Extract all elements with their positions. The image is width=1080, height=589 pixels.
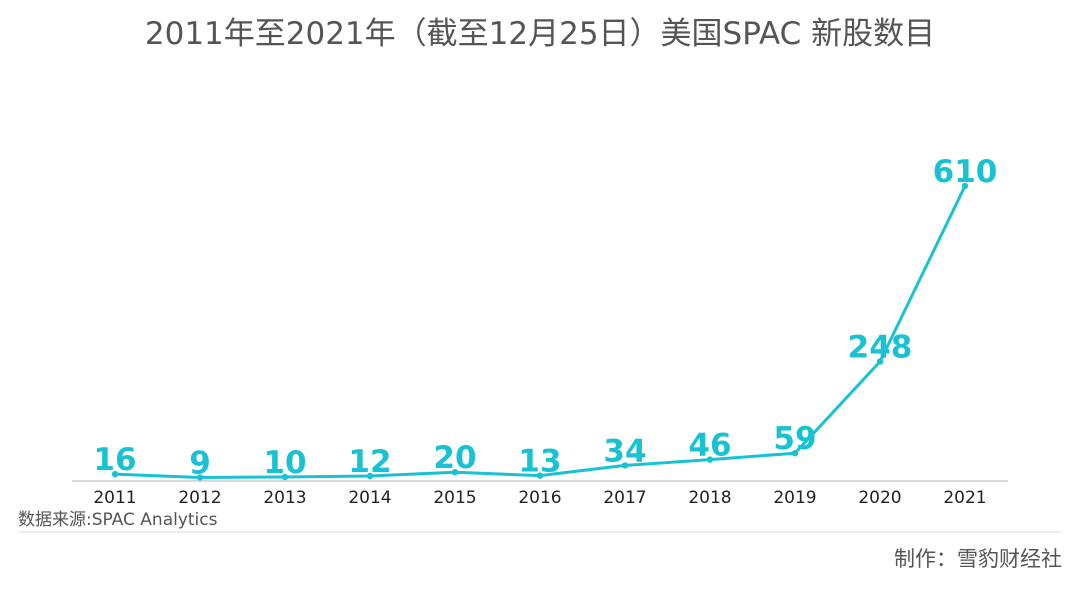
x-tick-label-2011: 2011 — [93, 488, 136, 508]
data-label-2012: 9 — [189, 446, 211, 482]
data-point-2019 — [791, 450, 799, 457]
data-point-2012 — [196, 474, 204, 481]
x-tick-label-2014: 2014 — [348, 488, 391, 508]
data-label-2019: 59 — [773, 421, 816, 457]
data-point-2018 — [706, 456, 714, 463]
x-tick-label-2017: 2017 — [603, 488, 646, 508]
data-label-2018: 46 — [688, 428, 731, 464]
x-tick-label-2013: 2013 — [263, 488, 306, 508]
x-tick-label-2012: 2012 — [178, 488, 221, 508]
data-label-2013: 10 — [263, 445, 306, 481]
data-point-2011 — [111, 470, 119, 478]
data-point-2017 — [621, 462, 629, 469]
data-point-2015 — [451, 469, 459, 476]
data-label-2015: 20 — [433, 440, 476, 476]
data-point-2013 — [281, 473, 289, 481]
data-point-2014 — [366, 472, 374, 480]
data-label-2016: 13 — [518, 444, 561, 480]
chart-title: 2011年至2021年（截至12月25日）美国SPAC 新股数目 — [145, 16, 935, 52]
x-tick-label-2015: 2015 — [433, 488, 476, 508]
data-point-2016 — [536, 472, 544, 479]
data-label-2011: 16 — [93, 442, 136, 478]
x-tick-label-2020: 2020 — [858, 488, 901, 508]
credit-note: 制作：雪豹财经社 — [894, 547, 1062, 571]
x-tick-label-2019: 2019 — [773, 488, 816, 508]
data-point-2021 — [961, 182, 969, 190]
data-label-2021: 610 — [933, 154, 998, 190]
data-point-2020 — [876, 358, 884, 365]
data-label-2020: 248 — [848, 330, 913, 366]
x-tick-label-2018: 2018 — [688, 488, 731, 508]
data-label-2014: 12 — [348, 444, 391, 480]
series-line — [113, 184, 967, 479]
x-tick-labels: 2011 2012 2013 2014 2015 2016 2017 2018 2019 2020… — [93, 488, 986, 508]
series-points — [111, 182, 969, 481]
data-label-2017: 34 — [603, 433, 646, 469]
x-tick-label-2016: 2016 — [518, 488, 561, 508]
x-tick-label-2021: 2021 — [943, 488, 986, 508]
source-note: 数据来源:SPAC Analytics — [18, 510, 218, 530]
data-labels: 16 9 10 12 20 13 34 46 59 248 610 — [93, 154, 997, 482]
